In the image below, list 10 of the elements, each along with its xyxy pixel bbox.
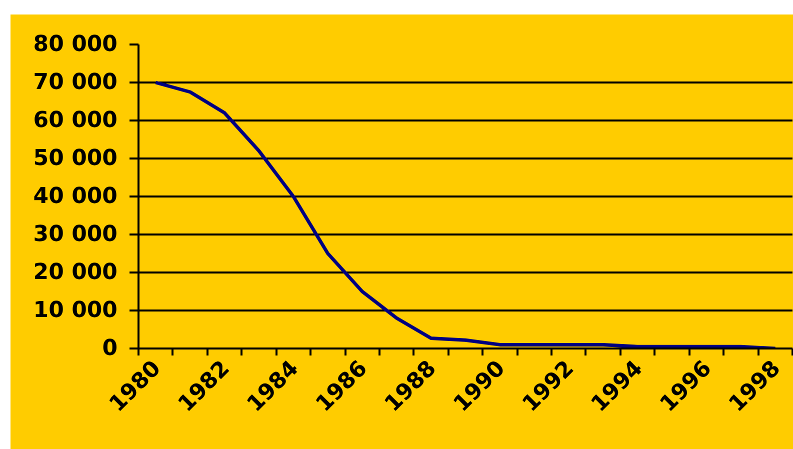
y-tick-label: 20 000 bbox=[33, 260, 118, 285]
y-tick-label: 80 000 bbox=[33, 32, 118, 57]
y-tick-label: 70 000 bbox=[33, 70, 118, 95]
y-tick-label: 40 000 bbox=[33, 184, 118, 209]
y-tick-label: 50 000 bbox=[33, 146, 118, 171]
y-tick-label: 0 bbox=[102, 336, 118, 361]
y-tick-label: 30 000 bbox=[33, 222, 118, 247]
y-tick-label: 60 000 bbox=[33, 108, 118, 133]
y-tick-label: 10 000 bbox=[33, 298, 118, 323]
line-series bbox=[154, 80, 778, 348]
